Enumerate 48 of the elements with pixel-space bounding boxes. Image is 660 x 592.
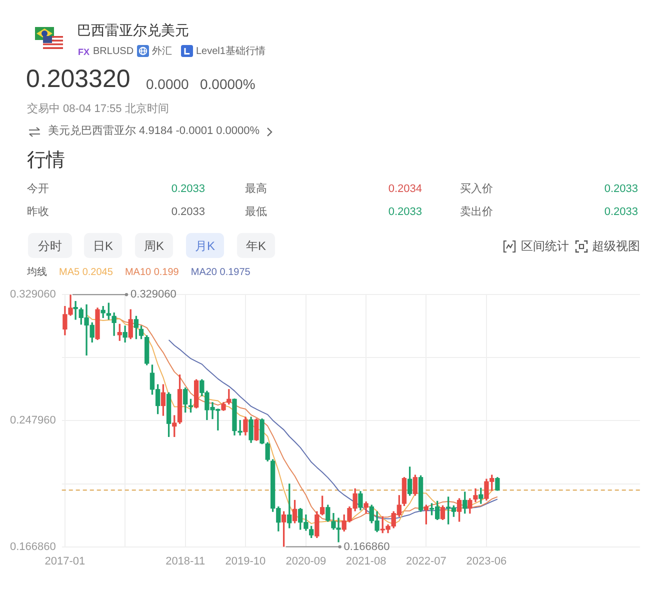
x-tick-label: 2018-11 [166,555,206,568]
x-tick-label: 2019-10 [225,555,266,568]
x-tick-label: 2021-08 [346,555,386,568]
annotation: 0.166860 [344,540,390,553]
candlestick [238,420,242,436]
text: MA5 0.2045 [59,267,113,279]
x-tick-label: 2022-07 [406,555,446,568]
text: 0.2033 [388,206,422,220]
x-tick-label: 2017-01 [44,555,86,568]
x-tick-label: 2023-06 [466,555,507,568]
text: 分时 [37,239,63,253]
text: 美元兑巴西雷亚尔 4.9184 -0.0001 0.0000% [48,125,260,138]
x-tick-label: 2020-09 [286,555,326,568]
text: 0.203320 [26,64,130,94]
text: 最高 [245,183,267,196]
text: 超级视图 [592,239,640,254]
text: FX [78,47,90,58]
text: 买入价 [460,183,493,196]
text: 0.0000 [146,76,189,93]
text: 0.2033 [171,206,205,220]
text: 年K [244,239,267,253]
legend-title: 均线 [27,267,47,279]
text: 卖出价 [460,206,493,220]
text: 0.2033 [604,183,638,196]
text: 区间统计 [521,239,569,254]
candlestick [73,301,78,320]
text: 0.2033 [171,183,205,196]
text: 交易中 08-04 17:55 北京时间 [27,103,169,116]
text: 0.0000% [200,76,256,93]
text: BRLUSD [93,46,134,58]
text: 月K [194,239,216,253]
text: 日K [92,239,114,253]
chart-title: 巴西雷亚尔兑美元 [77,22,189,39]
text: Level1基础行情 [196,46,266,58]
text: 周K [142,239,165,253]
text: 昨收 [27,206,49,220]
text: 行情 [27,150,65,173]
text: 最低 [245,206,267,220]
text: 0.2034 [388,183,422,196]
y-tick-label: 0.329060 [10,288,56,301]
text: 今开 [27,183,49,196]
y-tick-label: 0.247960 [10,414,56,427]
text: MA10 0.199 [124,267,179,279]
text: 外汇 [152,46,172,58]
y-tick-label: 0.166860 [10,540,56,553]
text: MA20 0.1975 [190,267,250,279]
annotation: 0.329060 [130,288,176,301]
text: 0.2033 [604,206,638,220]
